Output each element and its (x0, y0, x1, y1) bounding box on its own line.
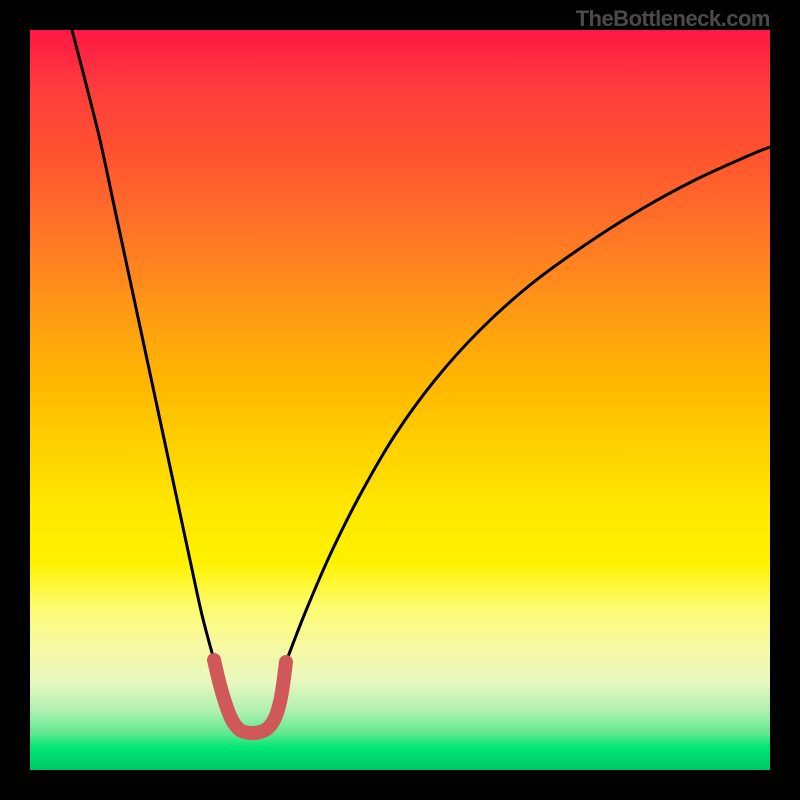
left-descent-curve (72, 30, 214, 660)
trough-marker-curve (214, 660, 286, 733)
plot-area (30, 30, 770, 770)
right-ascent-curve (286, 147, 770, 662)
watermark-text: TheBottleneck.com (576, 6, 770, 32)
curve-overlay (30, 30, 770, 770)
